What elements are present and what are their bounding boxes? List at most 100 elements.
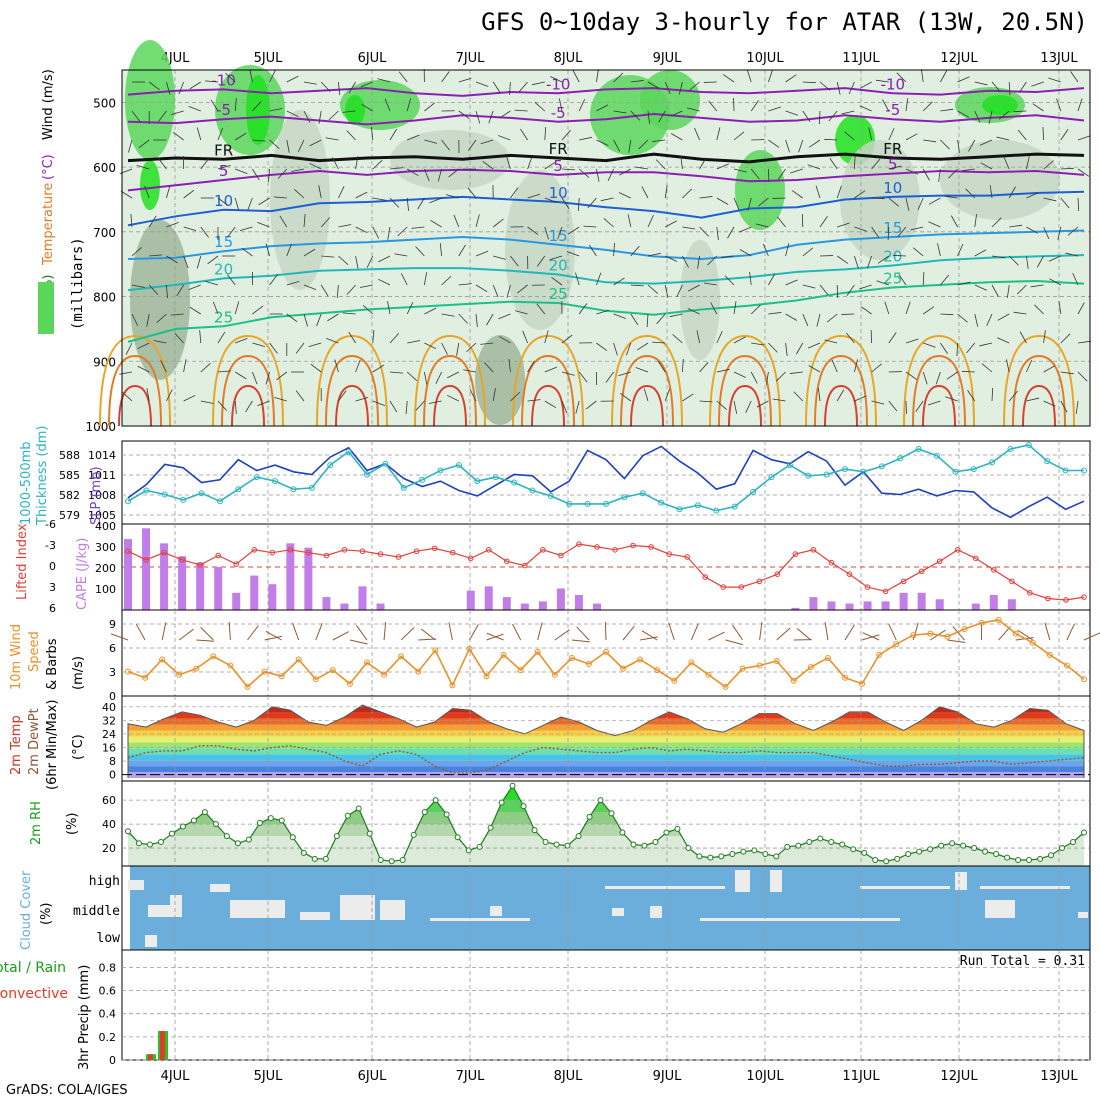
wind-barb [415,400,425,411]
wind-barb [848,81,855,95]
wind-barb [824,138,838,141]
wind-barb [643,388,649,402]
thickness-point [952,468,959,475]
wind-barb [328,110,339,121]
lifted-tick-label: -3 [45,539,56,552]
wind-barb [986,313,993,327]
wind10-point [449,682,456,689]
temperature-contour-warm [903,334,975,427]
rh2m-point [465,847,472,854]
wind-barb [927,400,941,406]
wind-barb [1048,255,1061,262]
wind-barb [265,371,270,385]
cape-bar [556,588,565,610]
lifted-point [1009,578,1015,585]
wind-barb [355,191,368,199]
wind-barb [146,388,150,402]
wind-barb [647,284,659,294]
wind-barb [836,389,845,402]
wind-barb [694,127,700,141]
wind-barb [166,221,179,228]
wind-barb [279,215,288,228]
rh2m-point [619,829,626,836]
wind-barb [200,363,211,373]
wind-barb [578,99,586,112]
wind10-barb [196,639,215,642]
wind10-barb [888,623,897,641]
thickness-point [658,499,665,506]
wind10-point [125,668,131,675]
wind-barb [217,331,226,344]
wind-barb [699,400,713,403]
wind-barb [585,400,597,410]
temperature-contour-label: -5 [551,104,566,122]
wind-barb [249,69,253,83]
wind-barb [699,196,713,199]
wind10-barb [732,624,743,641]
wind-barb [647,81,660,89]
wind-barb [836,185,842,199]
wind-barb [234,197,240,211]
rh2m-point [729,851,736,858]
wind-barb [453,214,460,228]
wind-barb [359,284,373,288]
rh2m-point [696,853,703,860]
wind-barb [1008,255,1019,266]
cape-bar [196,562,205,610]
rh2m-point [630,841,637,848]
wind-barb [716,331,723,344]
rh2m-point [487,824,494,831]
wind-barb [172,131,184,141]
wind-barb [656,313,666,325]
temperature-contour-warm [1003,334,1075,427]
wind-barb [871,226,880,239]
lifted-point [161,549,167,556]
wind-barb [131,110,141,122]
wind10-point [381,671,388,678]
thickness-point [364,471,370,478]
wind-barb [189,81,202,90]
wind-barb [613,313,626,319]
wind-barb [802,313,809,327]
wind-barb [802,81,816,84]
temperature-contour-warm [118,384,152,427]
wind-barb [655,159,666,170]
rh2m-point [553,841,560,848]
wind-barb [406,302,414,315]
wind-barb [424,139,438,144]
wind-barb [309,162,322,170]
rh2m-tick-label: 40 [102,818,116,831]
wind10-point [876,651,883,658]
cape-bar [845,603,854,610]
wind-barb [318,110,322,124]
temperature-contour-label: 20 [549,257,568,275]
wind10-point [159,656,166,663]
cape-bar [178,556,187,610]
rh2m-point [168,830,175,837]
thickness-point [584,500,591,507]
wind10-barb [228,622,231,641]
wind10-barb [486,632,504,641]
wind-barb [877,255,890,264]
wind-barb [492,388,496,402]
wind-barb [678,81,683,95]
wind-barb [854,155,856,170]
wind-barb [922,271,925,286]
wind10-barb [400,627,415,641]
wind10-barb [690,623,699,641]
wind-barb [841,110,855,115]
wind-barb [400,273,408,286]
wind-barb [441,275,452,286]
wind-barb [527,360,535,373]
wind10-tick-label: 3 [109,666,116,679]
x-bottom-tick-label: 10JUL [746,1069,784,1084]
wind-barb [424,371,428,385]
wind-barb [310,363,322,373]
wind-barb [492,218,504,228]
wind-barb [652,341,666,344]
cloud-bar [700,918,900,921]
wind-barb [845,332,855,344]
wind-barb [723,74,735,83]
temperature-contour-warm [433,384,467,427]
wind-barb [957,313,968,323]
